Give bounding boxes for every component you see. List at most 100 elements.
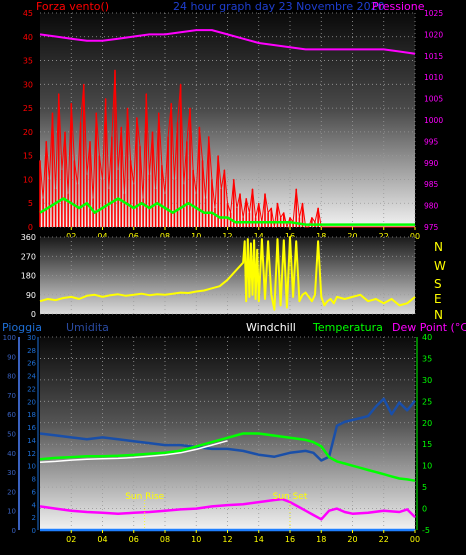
humidity-axis-tick-label: 50: [7, 431, 16, 439]
wind-axis-tick-label: 20: [23, 128, 33, 137]
direction-axis-tick-label: 0: [31, 310, 36, 319]
sun-set-label: Sun Set: [273, 492, 308, 502]
wind-axis-tick-label: 30: [23, 80, 33, 89]
temperature-axis-tick-label: 0: [422, 505, 427, 514]
temperature-axis-tick-label: 5: [422, 483, 427, 492]
temperature-axis-tick-label: 30: [422, 376, 432, 385]
compass-labels: N W S E N: [434, 240, 446, 322]
windchill-line: [39, 440, 228, 463]
rain-axis-tick-label: 0: [32, 527, 36, 535]
rain-axis-tick-label: 14: [27, 437, 36, 445]
pressure-axis-tick-label: 1020: [424, 30, 443, 39]
wind-x-tick-label: 12: [222, 232, 232, 241]
rain-axis-tick-label: 10: [27, 463, 36, 471]
humidity-axis-tick-label: 0: [12, 527, 16, 535]
temperature-x-tick-label: 06: [129, 535, 139, 544]
wind-axis-tick-label: 35: [23, 57, 33, 66]
wind-axis-tick-label: 10: [23, 175, 33, 184]
pressure-axis-tick-label: 995: [424, 137, 439, 146]
pressure-axis-tick-label: 1015: [424, 52, 443, 61]
temperature-x-tick-label: 08: [160, 535, 170, 544]
rain-axis-tick-label: 18: [27, 411, 36, 419]
rain-axis-tick-label: 20: [27, 398, 36, 406]
direction-axis-tick-label: 90: [26, 291, 36, 300]
humidity-axis-tick-label: 80: [7, 373, 16, 381]
wind-panel-title: Forza vento(): [36, 0, 109, 13]
rain-axis-tick-label: 12: [27, 450, 36, 458]
temperature-x-axis-ticks: 02 04 06 08 10 12 14 16 18 20 22 00: [66, 530, 420, 544]
temperature-x-tick-label: 04: [97, 535, 107, 544]
direction-axis-tick-label: 180: [21, 272, 36, 281]
wind-x-tick-label: 14: [254, 232, 264, 241]
humidity-label: Umidita: [66, 321, 109, 334]
temperature-axis-tick-label: -5: [422, 526, 430, 535]
temperature-x-tick-label: 14: [254, 535, 264, 544]
wind-axis-tick-label: 5: [28, 199, 33, 208]
wind-axis-ticks: 0 5 10 15 20 25 30 35 40 45: [23, 9, 33, 232]
wind-pressure-series: [39, 29, 416, 228]
wind-x-tick-label: 08: [160, 232, 170, 241]
direction-series: [39, 236, 416, 311]
wind-x-tick-label: 00: [410, 232, 420, 241]
direction-axis-tick-label: 360: [21, 233, 36, 242]
temperature-axis-ticks: -5 0 5 10 15 20 25 30 35 40: [416, 333, 432, 535]
pressure-axis-ticks: 975 980 985 990 995 1000 1005 1010 1015 1020 1025: [424, 9, 443, 232]
rain-axis-tick-label: 16: [27, 424, 36, 432]
rain-axis-tick-label: 26: [27, 360, 36, 368]
rain-axis-tick-label: 8: [32, 476, 36, 484]
temperature-line: [39, 432, 416, 482]
wind-axis-tick-label: 15: [23, 152, 33, 161]
temperature-axis-tick-label: 10: [422, 462, 432, 471]
temperature-x-tick-label: 10: [191, 535, 201, 544]
humidity-axis-tick-label: 90: [7, 353, 16, 361]
pressure-axis-tick-label: 1025: [424, 9, 443, 18]
rain-axis-tick-label: 24: [27, 373, 36, 381]
wind-axis-tick-label: 45: [23, 9, 33, 18]
rain-axis-tick-label: 2: [32, 514, 36, 522]
dewpoint-line: [39, 497, 416, 521]
pressure-axis-tick-label: 990: [424, 159, 439, 168]
wind-x-tick-label: 02: [66, 232, 76, 241]
wind-x-tick-label: 04: [97, 232, 107, 241]
sun-rise-label: Sun Rise: [125, 492, 164, 502]
pressure-axis-tick-label: 980: [424, 202, 439, 211]
temperature-axis-tick-label: 15: [422, 440, 432, 449]
wind-x-tick-label: 20: [347, 232, 357, 241]
wind-axis-tick-label: 40: [23, 33, 33, 42]
windchill-label: Windchill: [246, 321, 296, 334]
temperature-axis-tick-label: 20: [422, 419, 432, 428]
humidity-axis-tick-label: 60: [7, 411, 16, 419]
temperature-x-tick-label: 00: [410, 535, 420, 544]
temperature-axis-tick-label: 25: [422, 397, 432, 406]
temperature-x-tick-label: 18: [316, 535, 326, 544]
humidity-axis-tick-label: 30: [7, 469, 16, 477]
pressure-axis-tick-label: 1005: [424, 95, 443, 104]
compass-e: E: [434, 292, 442, 306]
pressure-line: [39, 29, 416, 55]
rain-axis-tick-label: 30: [27, 334, 36, 342]
temperature-axis-tick-label: 35: [422, 354, 432, 363]
temperature-x-tick-label: 02: [66, 535, 76, 544]
wind-axis-tick-label: 0: [28, 223, 33, 232]
humidity-axis-tick-label: 100: [3, 334, 16, 342]
rain-axis-tick-label: 6: [32, 488, 37, 496]
humidity-line: [39, 397, 416, 462]
temperature-x-tick-label: 20: [347, 535, 357, 544]
dewpoint-label: Dew Point (°C): [392, 321, 466, 334]
wind-line: [39, 69, 415, 228]
wind-x-tick-label: 22: [379, 232, 389, 241]
pressure-axis-tick-label: 985: [424, 180, 439, 189]
pressure-panel-title: Pressione: [372, 0, 425, 13]
compass-s: S: [434, 277, 442, 291]
pressure-axis-tick-label: 1010: [424, 73, 443, 82]
wind-average-line: [39, 197, 415, 226]
temperature-x-tick-label: 12: [222, 535, 232, 544]
temperature-x-tick-label: 16: [285, 535, 295, 544]
humidity-axis-tick-label: 40: [7, 450, 16, 458]
humidity-axis-tick-label: 10: [7, 508, 16, 516]
direction-line: [39, 236, 416, 311]
pressure-axis-tick-label: 1000: [424, 116, 443, 125]
compass-w: W: [434, 259, 446, 273]
